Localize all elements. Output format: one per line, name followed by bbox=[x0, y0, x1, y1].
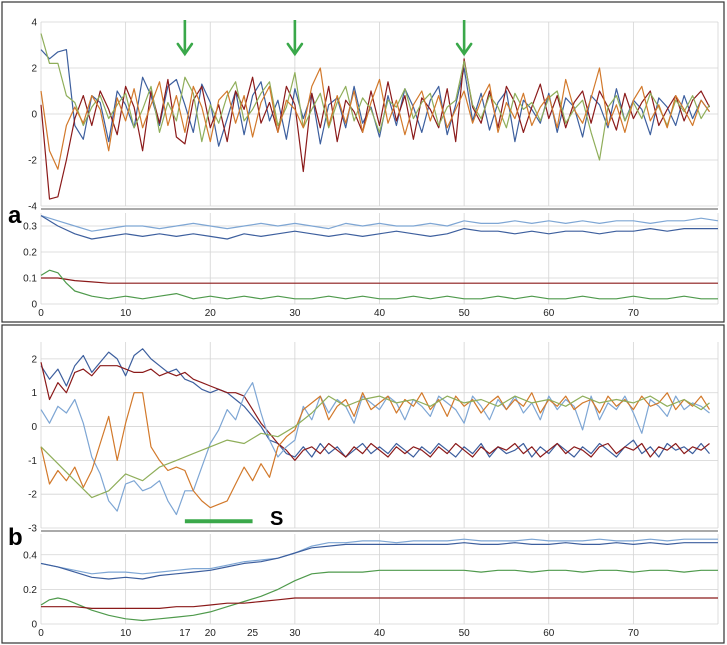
panel-a-stats-series-lightblue bbox=[40, 215, 719, 232]
panel-b-weights-series-red bbox=[40, 362, 710, 461]
panel-a-stats-series-red bbox=[41, 277, 718, 284]
panel-b-stats-xtick-20: 20 bbox=[205, 628, 217, 639]
panel-a-stats-xtick-10: 10 bbox=[120, 308, 132, 319]
panel-a-weights-series-orange bbox=[40, 67, 710, 170]
panel-a-label: a bbox=[8, 202, 22, 229]
panel-a-weights-ytick--2: -2 bbox=[28, 156, 37, 167]
panel-a-stats-xtick-20: 20 bbox=[205, 308, 217, 319]
panel-b-stats-ytick-0: 0 bbox=[31, 620, 37, 631]
panel-b-weights-series-orange bbox=[40, 392, 711, 509]
segment-s-label: S bbox=[270, 508, 283, 530]
panel-b-stats-series-blue bbox=[40, 542, 718, 580]
panel-a-stats-ytick-0.2: 0.2 bbox=[23, 248, 37, 259]
panel-a-weights-ytick-0: 0 bbox=[31, 110, 37, 121]
panel-b-weights-ytick-0: 0 bbox=[31, 422, 37, 433]
panel-a-weights-ytick--4: -4 bbox=[28, 202, 37, 213]
arrow-head-30 bbox=[286, 42, 304, 57]
panel-b-stats-xtick-17: 17 bbox=[179, 628, 191, 639]
panel-b-stats-ytick-0.2: 0.2 bbox=[23, 585, 37, 596]
panel-a-stats-xtick-40: 40 bbox=[374, 308, 386, 319]
panel-a-stats-ytick-0: 0 bbox=[31, 300, 37, 311]
panel-b-stats-xtick-60: 60 bbox=[543, 628, 555, 639]
panel-b-stats-xtick-70: 70 bbox=[628, 628, 640, 639]
panel-a-stats-ytick-0.3: 0.3 bbox=[23, 222, 37, 233]
panel-a-stats-xtick-0: 0 bbox=[38, 308, 44, 319]
panel-b-stats-series-red bbox=[41, 597, 718, 610]
panel-a-stats-xtick-50: 50 bbox=[459, 308, 471, 319]
panel-b-stats-xtick-0: 0 bbox=[38, 628, 44, 639]
panel-a-weights-series-olive bbox=[40, 33, 711, 161]
panel-b-stats-series-lightblue bbox=[40, 538, 718, 575]
panel-b-weights-ytick--1: -1 bbox=[28, 456, 37, 467]
panel-b-label: b bbox=[8, 524, 23, 551]
panel-b-weights-ytick--3: -3 bbox=[28, 524, 37, 535]
panel-a-weights-ytick-4: 4 bbox=[31, 18, 37, 29]
panel-a-stats-series-green bbox=[40, 269, 718, 300]
series-layer bbox=[40, 33, 719, 622]
panel-b-stats-ytick-0.4: 0.4 bbox=[23, 550, 37, 561]
panel-a-stats-series-blue bbox=[40, 215, 718, 240]
panel-a-stats-xtick-60: 60 bbox=[543, 308, 555, 319]
panel-b-weights-ytick-1: 1 bbox=[31, 388, 37, 399]
arrow-head-50 bbox=[455, 42, 473, 57]
panel-b-stats-xtick-10: 10 bbox=[120, 628, 132, 639]
panel-a-stats-ytick-0.1: 0.1 bbox=[23, 274, 37, 285]
panel-a-frame bbox=[1, 1, 725, 323]
panel-b-weights-series-blue bbox=[40, 348, 710, 458]
grid-layer bbox=[40, 21, 719, 625]
panel-b-stats-xtick-30: 30 bbox=[289, 628, 301, 639]
panel-b-frame bbox=[1, 324, 725, 644]
panel-b-weights-ytick-2: 2 bbox=[31, 354, 37, 365]
panel-b-stats-xtick-25: 25 bbox=[247, 628, 259, 639]
annotation-layer bbox=[176, 20, 473, 524]
panel-a-stats-xtick-30: 30 bbox=[289, 308, 301, 319]
panel-b-stats-series-green bbox=[40, 569, 718, 622]
arrow-head-17 bbox=[176, 42, 194, 57]
panel-b-stats-xtick-40: 40 bbox=[374, 628, 386, 639]
panel-a-stats-xtick-70: 70 bbox=[628, 308, 640, 319]
panel-b-weights-ytick--2: -2 bbox=[28, 490, 37, 501]
panel-a-weights-ytick-2: 2 bbox=[31, 64, 37, 75]
panel-b-weights-series-olive bbox=[40, 395, 710, 499]
panel-b-stats-xtick-50: 50 bbox=[459, 628, 471, 639]
